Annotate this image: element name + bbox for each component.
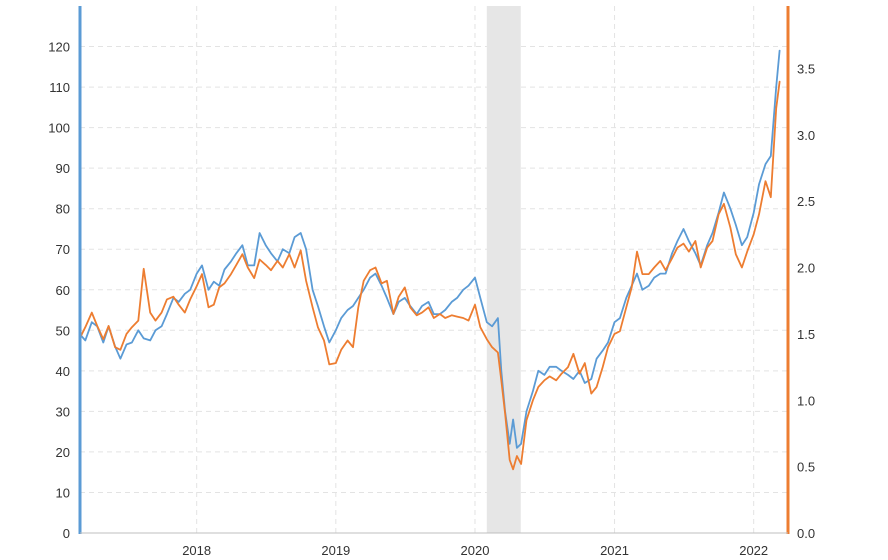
y-right-tick-label: 0.0 [797,526,815,541]
grid [80,6,788,533]
x-tick-label: 2022 [739,543,768,558]
y-left-tick-label: 10 [56,485,70,500]
x-tick-label: 2021 [600,543,629,558]
y-right-tick-label: 2.5 [797,194,815,209]
series-line-left [79,49,781,449]
y-left-tick-label: 40 [56,364,70,379]
recession-shading [486,6,521,533]
y-left-tick-label: 0 [63,526,70,541]
x-tick-label: 2020 [461,543,490,558]
y-right-tick-label: 1.0 [797,393,815,408]
axes [78,6,790,534]
y-left-tick-label: 70 [56,242,70,257]
series-lines [79,49,781,471]
y-left-tick-label: 60 [56,283,70,298]
y-right-tick-label: 1.5 [797,327,815,342]
y-left-tick-label: 50 [56,323,70,338]
x-tick-label: 2019 [321,543,350,558]
y-right-tick-label: 2.0 [797,261,815,276]
y-left-tick-label: 20 [56,445,70,460]
series-line-right [79,80,781,471]
recession-band [486,6,521,533]
y-left-tick-label: 100 [48,121,70,136]
y-left-tick-label: 110 [49,80,70,95]
y-left-tick-label: 120 [48,40,70,55]
y-left-tick-label: 80 [56,202,70,217]
y-left-tick-label: 30 [56,404,70,419]
y-right-tick-label: 3.5 [797,61,815,76]
y-left-tick-label: 90 [56,161,70,176]
tick-labels: 0 10 20 30 40 50 60 70 80 90 100 110 120 0.0 0.5 1.0 1.5… [48,40,815,558]
y-right-tick-label: 3.0 [797,128,815,143]
x-tick-label: 2018 [182,543,211,558]
y-right-tick-label: 0.5 [797,460,815,475]
